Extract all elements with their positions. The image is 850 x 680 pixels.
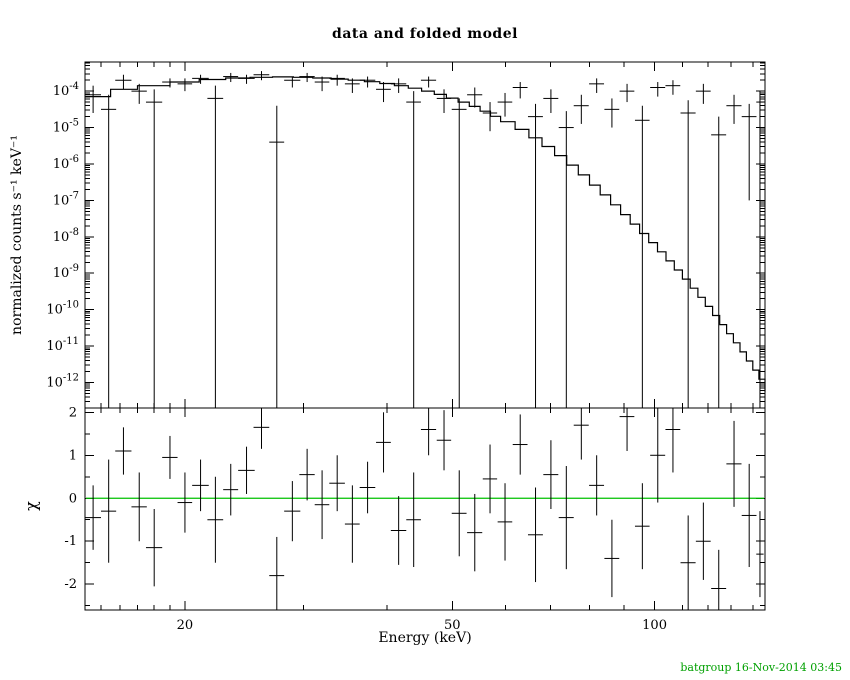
svg-text:-1: -1 [64, 534, 77, 549]
svg-text:2: 2 [69, 405, 77, 420]
svg-text:1: 1 [69, 448, 77, 463]
y-axis-label-chi: χ [21, 501, 41, 511]
svg-text:50: 50 [444, 618, 461, 633]
tick-labels: 20 50 10010-410-510-610-710-810-910-1010-1… [46, 81, 667, 633]
svg-text:10-11: 10-11 [46, 336, 79, 354]
svg-text:-2: -2 [64, 577, 77, 592]
svg-text:20: 20 [177, 618, 194, 633]
axes [84, 61, 766, 611]
svg-text:10-5: 10-5 [53, 118, 79, 136]
bottom-panel-frame [84, 407, 766, 611]
svg-text:10-8: 10-8 [53, 227, 79, 245]
residual-data-points [85, 408, 764, 610]
svg-text:10-12: 10-12 [46, 373, 79, 391]
svg-text:10-10: 10-10 [46, 300, 79, 318]
svg-text:10-7: 10-7 [53, 190, 79, 208]
model-line [85, 76, 766, 392]
spectrum-data-points [85, 71, 764, 408]
top-panel-frame [84, 61, 766, 409]
svg-text:10-4: 10-4 [53, 81, 79, 99]
svg-text:10-6: 10-6 [53, 154, 79, 172]
svg-text:10-9: 10-9 [53, 263, 79, 281]
y-axis-label-counts: normalized counts s⁻¹ keV⁻¹ [9, 135, 25, 335]
chart-title: data and folded model [332, 26, 518, 42]
timestamp-credit: batgroup 16-Nov-2014 03:45 [680, 661, 842, 674]
svg-text:0: 0 [69, 491, 77, 506]
svg-text:100: 100 [642, 618, 667, 633]
x-axis-label: Energy (keV) [378, 630, 472, 646]
